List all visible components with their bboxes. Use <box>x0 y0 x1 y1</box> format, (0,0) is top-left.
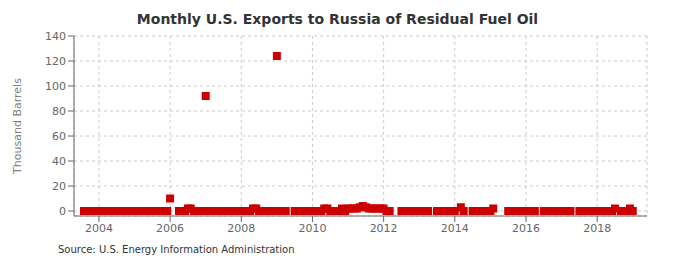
svg-text:100: 100 <box>45 80 66 93</box>
svg-text:2012: 2012 <box>370 222 398 235</box>
svg-text:2008: 2008 <box>227 222 255 235</box>
svg-text:2018: 2018 <box>583 222 611 235</box>
svg-text:120: 120 <box>45 55 66 68</box>
svg-text:2006: 2006 <box>156 222 184 235</box>
svg-text:40: 40 <box>52 155 66 168</box>
svg-text:140: 140 <box>45 30 66 43</box>
svg-text:2004: 2004 <box>85 222 113 235</box>
svg-text:60: 60 <box>52 130 66 143</box>
svg-text:80: 80 <box>52 105 66 118</box>
svg-text:2016: 2016 <box>512 222 540 235</box>
svg-text:Thousand Barrels: Thousand Barrels <box>11 78 24 175</box>
svg-text:2010: 2010 <box>298 222 326 235</box>
html-text:Source: U.S. Energy Informatio: Source: U.S. Energy Information Administ… <box>58 244 295 255</box>
svg-text:20: 20 <box>52 180 66 193</box>
svg-text:0: 0 <box>59 205 66 218</box>
html-text:Monthly U.S. Exports to Russia: Monthly U.S. Exports to Russia of Residu… <box>136 11 539 27</box>
svg-text:2014: 2014 <box>441 222 469 235</box>
